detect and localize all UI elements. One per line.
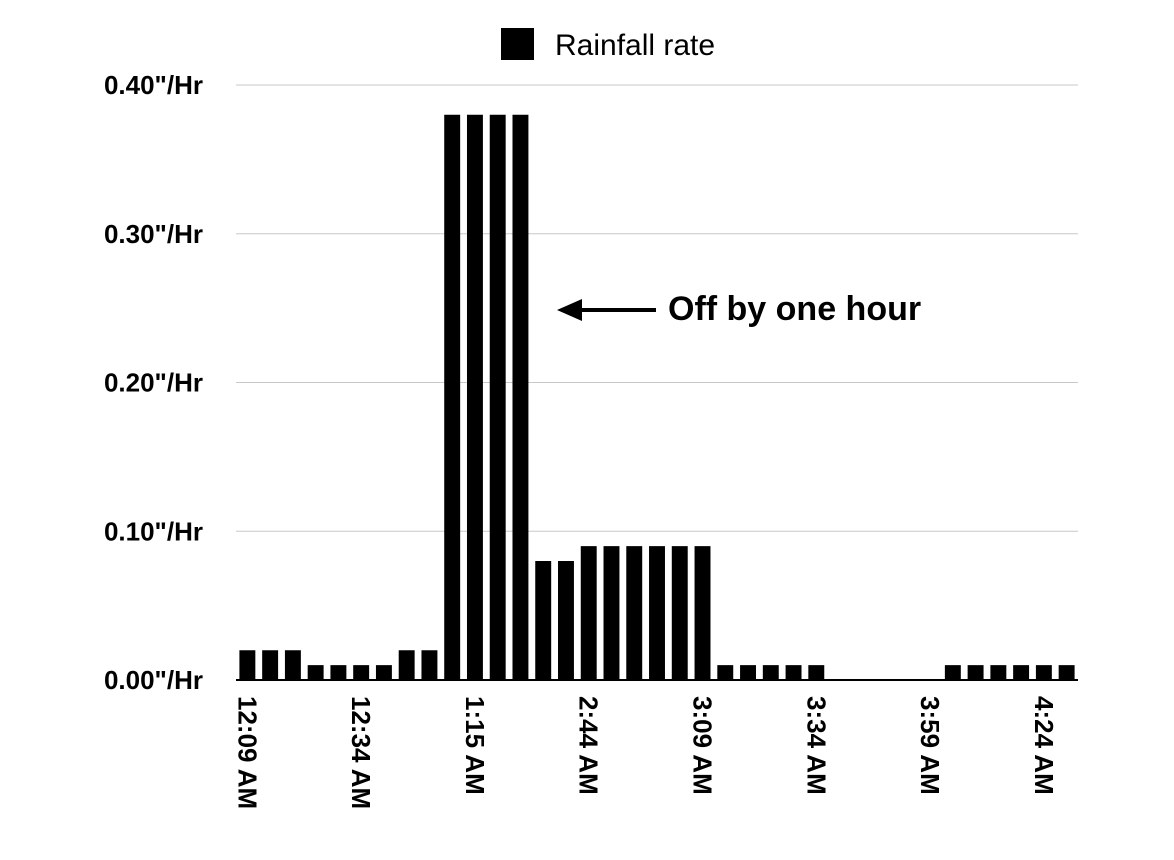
- y-tick-label: 0.30"/Hr: [104, 219, 203, 249]
- bar: [353, 665, 370, 681]
- bar: [967, 665, 984, 681]
- y-tick-label: 0.20"/Hr: [104, 368, 203, 398]
- bar: [1013, 665, 1030, 681]
- annotation-text: Off by one hour: [668, 290, 921, 328]
- x-tick-label: 4:24 AM: [1029, 696, 1059, 795]
- bar: [466, 114, 483, 680]
- legend-label: Rainfall rate: [555, 29, 715, 62]
- bar: [262, 650, 279, 680]
- bar: [740, 665, 756, 681]
- bar: [1035, 665, 1052, 681]
- bar: [626, 546, 643, 681]
- bar: [603, 546, 620, 681]
- bar: [1058, 665, 1075, 681]
- bar: [580, 546, 597, 681]
- bar: [330, 665, 347, 681]
- x-tick-label: 3:34 AM: [801, 696, 831, 795]
- x-tick-label: 3:09 AM: [688, 696, 718, 795]
- bar: [421, 650, 438, 680]
- x-tick-label: 3:59 AM: [915, 696, 945, 795]
- legend: Rainfall rate: [501, 28, 715, 62]
- x-axis-ticks: 12:09 AM 12:34 AM 1:15 AM 2:44 AM 3:09 AM 3:3…: [232, 696, 1059, 809]
- bar: [808, 665, 825, 681]
- bar: [990, 665, 1007, 681]
- legend-swatch: [501, 28, 534, 60]
- gridlines: [236, 84, 1078, 532]
- bar: [694, 546, 711, 681]
- bar: [671, 546, 688, 681]
- bar: [535, 561, 552, 680]
- y-tick-label: 0.00"/Hr: [104, 665, 203, 695]
- x-tick-label: 1:15 AM: [460, 696, 490, 795]
- y-axis-ticks: 0.00"/Hr 0.10"/Hr 0.20"/Hr 0.30"/Hr 0.40"/Hr: [104, 70, 203, 695]
- bar: [649, 546, 665, 681]
- x-tick-label: 2:44 AM: [574, 696, 604, 795]
- y-tick-label: 0.10"/Hr: [104, 516, 203, 546]
- x-tick-label: 12:34 AM: [346, 696, 376, 809]
- bar: [785, 665, 802, 681]
- bar: [489, 114, 506, 680]
- bar: [239, 650, 256, 680]
- y-tick-label: 0.40"/Hr: [104, 70, 203, 100]
- annotation: Off by one hour: [557, 290, 921, 328]
- x-tick-label: 12:09 AM: [232, 696, 262, 809]
- bar: [444, 114, 461, 680]
- bar: [512, 114, 529, 680]
- annotation-arrow-head: [557, 299, 582, 321]
- bar: [558, 561, 574, 680]
- bar: [307, 665, 324, 681]
- bar: [284, 650, 301, 680]
- bar: [762, 665, 779, 681]
- bar: [375, 665, 392, 681]
- bars: [239, 114, 1075, 681]
- bar: [398, 650, 415, 680]
- bar: [717, 665, 734, 681]
- bar: [944, 665, 961, 681]
